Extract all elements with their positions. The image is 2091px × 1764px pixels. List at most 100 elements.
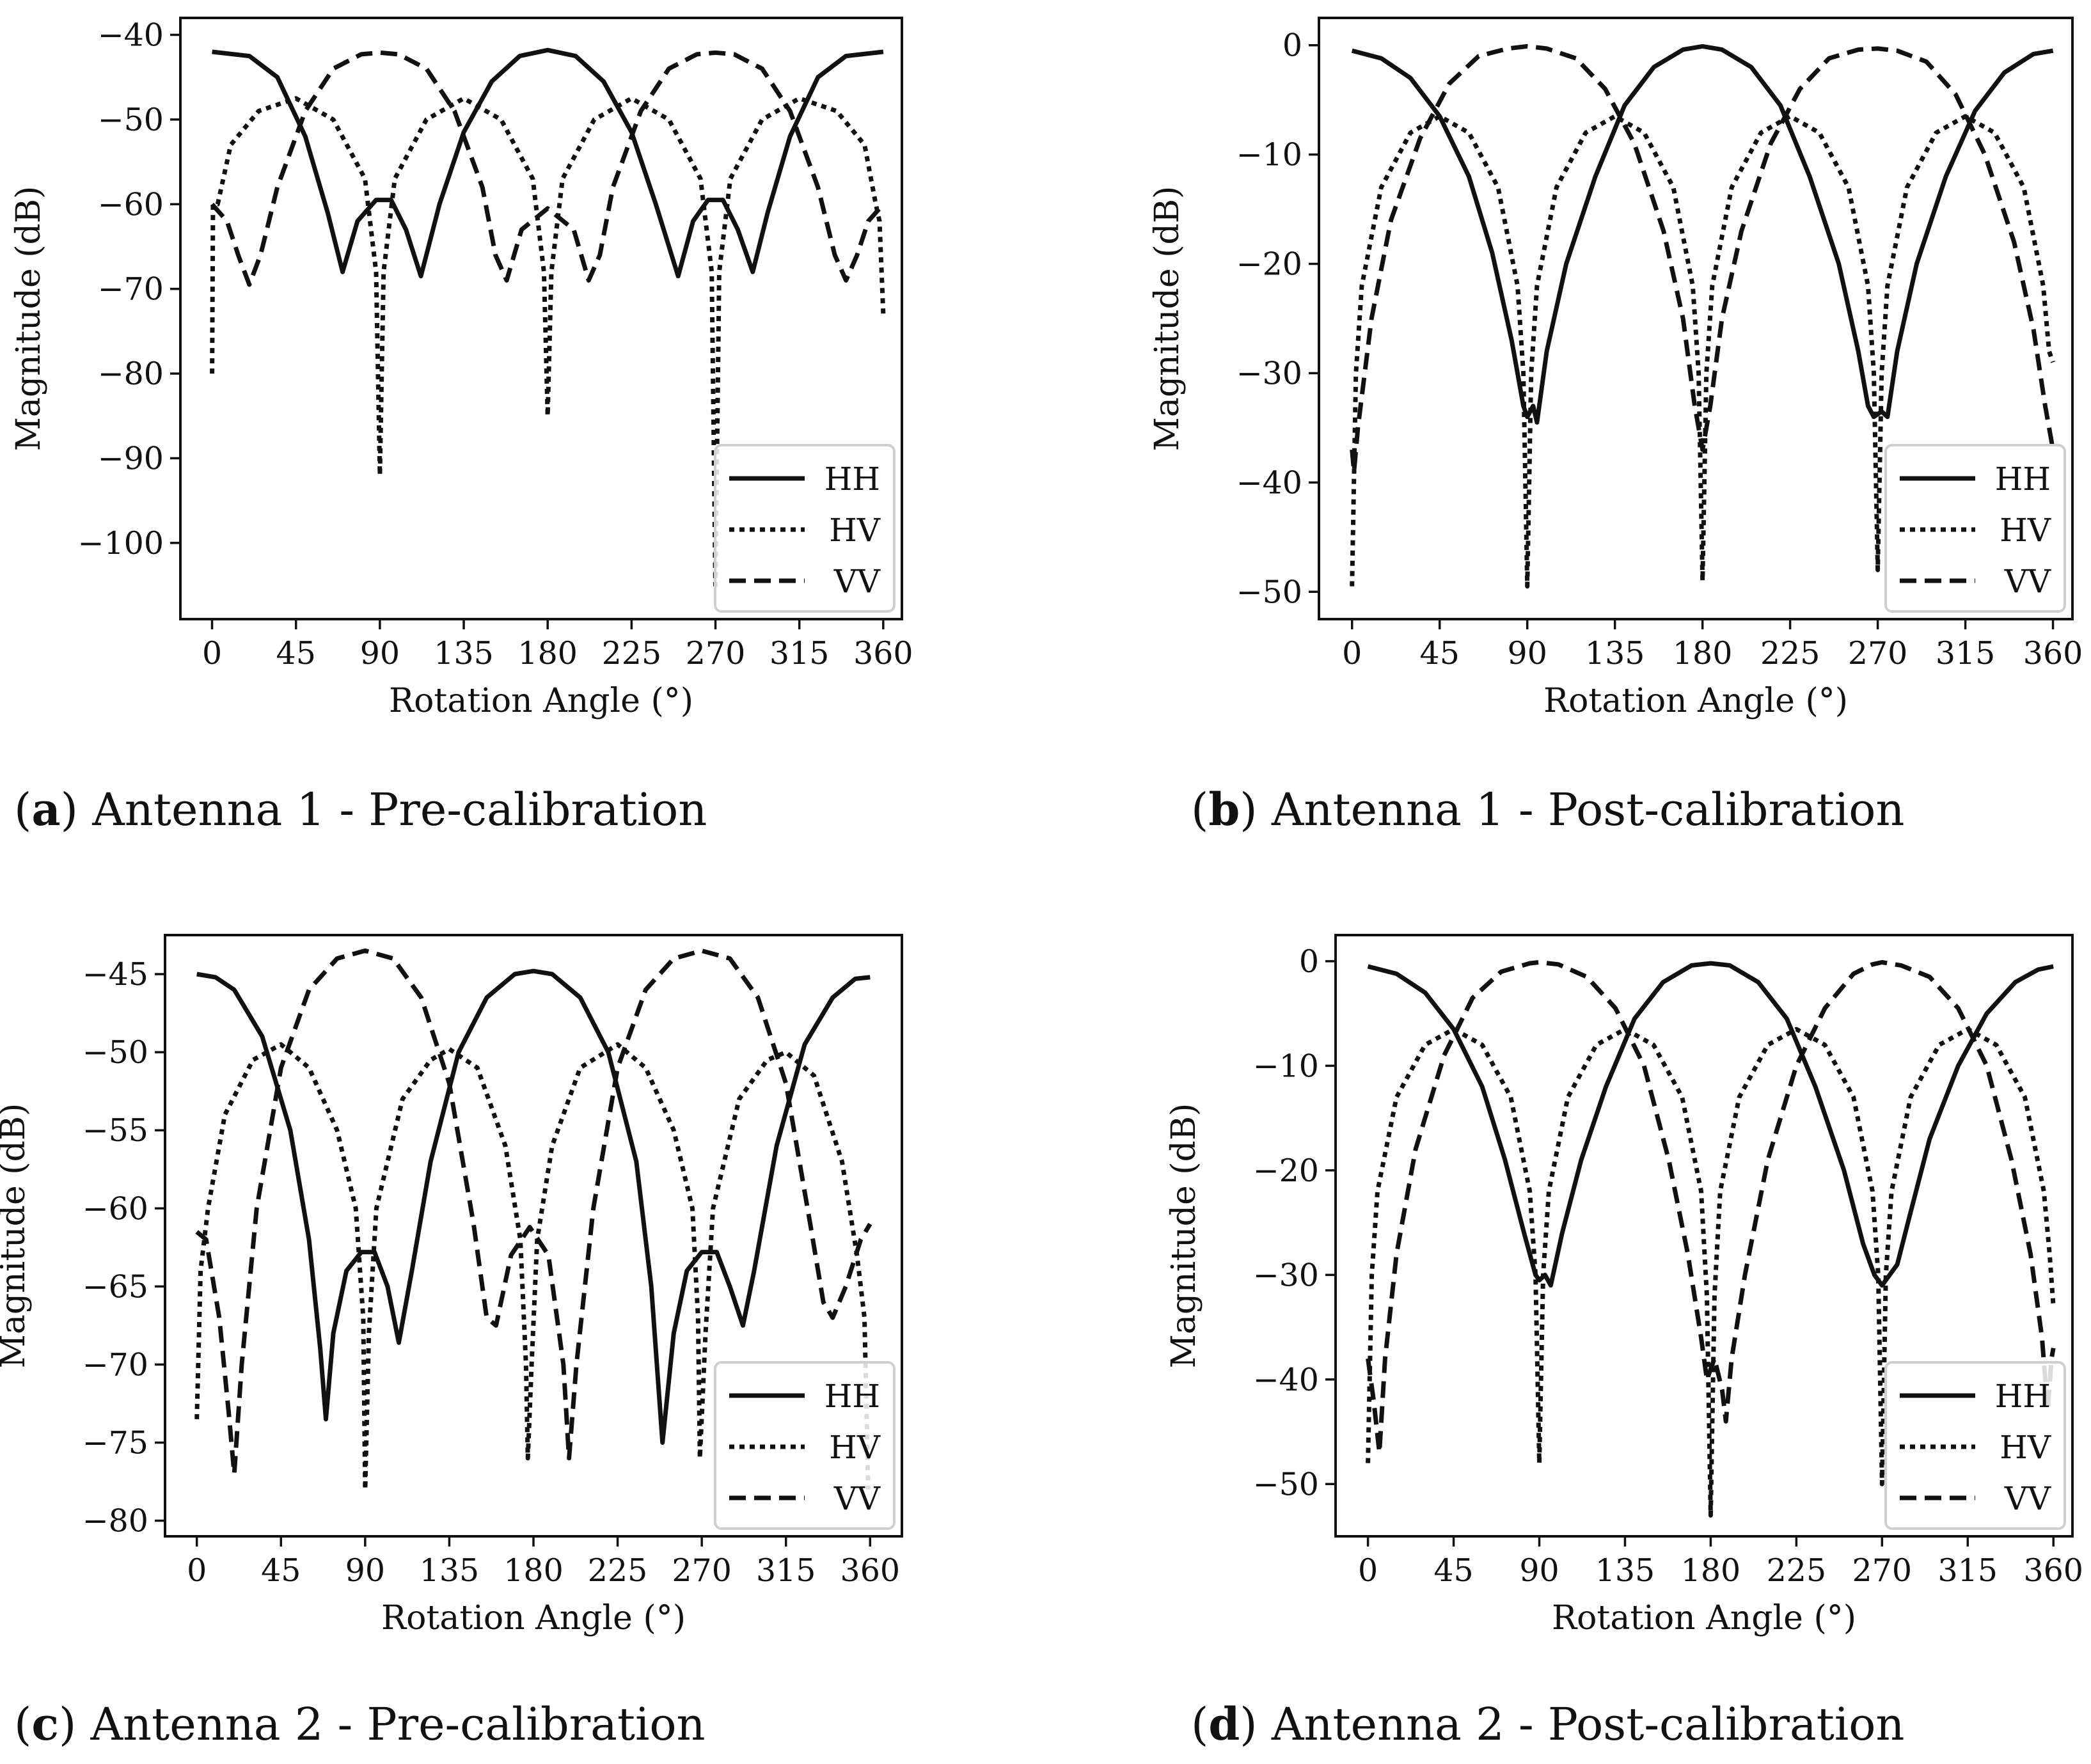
plot-frame — [179, 17, 903, 620]
x-tick-label: 315 — [756, 1552, 816, 1589]
x-tick-label: 135 — [420, 1552, 480, 1589]
y-tick-label: −20 — [1236, 246, 1302, 283]
series-line-hh — [1367, 961, 2054, 1288]
x-tick-label: 135 — [434, 635, 494, 672]
legend-label-hv: HV — [829, 512, 881, 549]
y-tick-label: 0 — [1299, 943, 1319, 980]
x-tick-label: 45 — [1433, 1552, 1473, 1589]
legend-label-vv: VV — [833, 563, 881, 600]
y-tick-label: −60 — [98, 186, 164, 223]
y-tick-label: −40 — [98, 17, 164, 53]
x-tick-label: 225 — [1760, 635, 1820, 672]
plot-frame — [1318, 17, 2074, 620]
x-tick-label: 90 — [1519, 1552, 1559, 1589]
series-line-hh — [196, 968, 871, 1445]
x-tick-label: 270 — [672, 1552, 732, 1589]
legend-label-hv: HV — [2000, 512, 2051, 549]
series-line-vv — [195, 948, 872, 1476]
y-tick-label: −40 — [1236, 464, 1302, 501]
caption-text: Antenna 1 - Post-calibration — [1271, 784, 1905, 836]
caption-a: (a) Antenna 1 - Pre-calibration — [14, 783, 707, 836]
y-tick-label: −30 — [1253, 1257, 1319, 1293]
x-tick-label: 270 — [1852, 1552, 1913, 1589]
y-axis-title: Magnitude (dB) — [1148, 186, 1187, 452]
y-tick-label: −80 — [83, 1503, 148, 1540]
y-tick-label: −40 — [1253, 1362, 1319, 1398]
y-tick-label: −50 — [83, 1034, 148, 1071]
x-axis-title: Rotation Angle (°) — [381, 1599, 686, 1637]
caption-paren-close: ) — [1240, 1698, 1272, 1751]
caption-b: (b) Antenna 1 - Post-calibration — [1191, 783, 1904, 836]
legend: HH HV VV — [714, 1361, 896, 1530]
x-tick-label: 45 — [276, 635, 316, 672]
x-tick-label: 90 — [1508, 635, 1547, 672]
x-tick-label: 315 — [1936, 635, 1996, 672]
caption-paren-open: ( — [14, 1698, 31, 1751]
caption-paren-open: ( — [1191, 1698, 1208, 1751]
legend-label-hh: HH — [1995, 461, 2051, 498]
caption-paren-close: ) — [1240, 784, 1272, 836]
series-line-hv — [1366, 1027, 2056, 1518]
legend: HH HV VV — [714, 444, 896, 613]
y-axis-title: Magnitude (dB) — [10, 186, 48, 452]
series-line-hv — [194, 1042, 871, 1492]
x-tick-label: 360 — [840, 1552, 901, 1589]
y-tick-label: −20 — [1253, 1153, 1319, 1189]
x-tick-label: 0 — [202, 635, 222, 672]
x-tick-label: 225 — [588, 1552, 648, 1589]
y-tick-label: −70 — [98, 271, 164, 308]
y-tick-label: −10 — [1236, 137, 1302, 173]
x-tick-label: 0 — [1358, 1552, 1378, 1589]
x-tick-label: 225 — [1767, 1552, 1827, 1589]
legend-label-vv: VV — [2004, 1480, 2051, 1517]
y-tick-label: −10 — [1253, 1048, 1319, 1084]
series-line-vv — [1366, 960, 2056, 1455]
x-axis-title: Rotation Angle (°) — [389, 682, 693, 720]
y-tick-label: −100 — [77, 525, 164, 562]
x-tick-label: 180 — [1673, 635, 1733, 672]
series-line-hv — [1350, 114, 2055, 589]
legend-label-hh: HH — [825, 461, 880, 498]
series-line-vv — [210, 50, 885, 287]
x-tick-label: 0 — [187, 1552, 207, 1589]
y-tick-label: −65 — [83, 1268, 148, 1305]
x-tick-label: 180 — [503, 1552, 564, 1589]
legend: HH HV VV — [1884, 1361, 2066, 1530]
legend-label-hh: HH — [825, 1378, 880, 1415]
y-tick-label: −75 — [83, 1425, 148, 1461]
y-axis-title: Magnitude (dB) — [1165, 1103, 1203, 1369]
legend-label-hv: HV — [829, 1429, 881, 1466]
chart-d: 0 45 90 135 180 225 270 315 360 −50 −40 −30 −20 −10 0 R… — [1165, 934, 2083, 1751]
chart-b: 0 45 90 135 180 225 270 315 360 −50 −40 −30 −20 −10 0 R… — [1148, 17, 2083, 836]
x-tick-label: 360 — [2023, 1552, 2083, 1589]
legend-label-vv: VV — [833, 1480, 881, 1517]
legend-label-vv: VV — [2004, 563, 2051, 600]
x-axis-title: Rotation Angle (°) — [1543, 682, 1848, 720]
series-line-vv — [1350, 43, 2056, 474]
caption-paren-close: ) — [61, 784, 93, 836]
x-axis-title: Rotation Angle (°) — [1552, 1599, 1856, 1637]
caption-letter: c — [31, 1697, 59, 1751]
x-tick-label: 360 — [853, 635, 913, 672]
caption-text: Antenna 2 - Post-calibration — [1271, 1698, 1905, 1751]
y-axis-title: Magnitude (dB) — [0, 1103, 33, 1369]
x-tick-label: 270 — [1848, 635, 1908, 672]
y-tick-label: −30 — [1236, 355, 1302, 391]
y-tick-label: −80 — [98, 356, 164, 392]
y-tick-label: −50 — [1253, 1466, 1319, 1502]
caption-letter: a — [31, 783, 60, 836]
caption-text: Antenna 1 - Pre-calibration — [91, 784, 707, 836]
caption-c: (c) Antenna 2 - Pre-calibration — [14, 1697, 706, 1751]
caption-letter: d — [1208, 1697, 1240, 1751]
x-tick-label: 45 — [1420, 635, 1460, 672]
caption-paren-open: ( — [14, 784, 31, 836]
x-tick-label: 180 — [517, 635, 578, 672]
y-tick-label: −60 — [83, 1190, 148, 1227]
x-tick-label: 315 — [769, 635, 830, 672]
x-tick-label: 225 — [602, 635, 662, 672]
legend-label-hv: HV — [2000, 1429, 2051, 1466]
series-line-hh — [212, 47, 884, 279]
legend-label-hh: HH — [1995, 1378, 2051, 1415]
y-tick-label: −50 — [1236, 574, 1302, 610]
